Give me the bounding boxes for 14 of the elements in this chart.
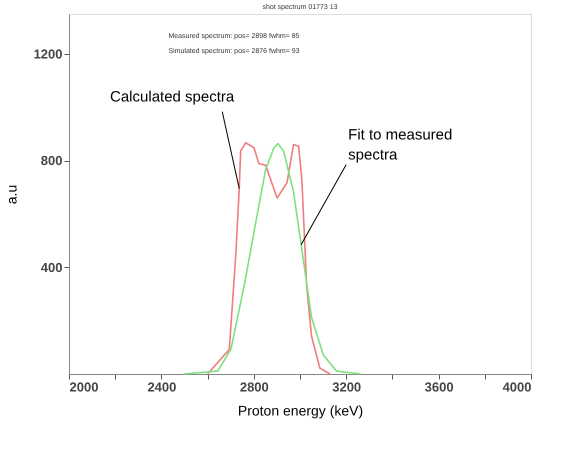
line-series bbox=[206, 142, 331, 375]
y-axis-title: a.u bbox=[4, 184, 20, 204]
annotation: Calculated spectra bbox=[110, 88, 235, 106]
x-tick-label: 2800 bbox=[240, 380, 269, 394]
y-tick-label: 800 bbox=[40, 153, 62, 168]
x-axis-title: Proton energy (keV) bbox=[238, 402, 364, 418]
x-tick-label: 2400 bbox=[147, 380, 176, 394]
x-tick-label: 3600 bbox=[424, 380, 454, 394]
annotation: Fit to measured spectra bbox=[348, 126, 452, 164]
x-tick-label: 3200 bbox=[332, 380, 362, 394]
x-tick-label: 2000 bbox=[70, 380, 98, 394]
y-tick-label: 1200 bbox=[34, 46, 62, 62]
x-tick-label: 4000 bbox=[502, 380, 532, 394]
y-tick-label: 400 bbox=[40, 260, 62, 275]
